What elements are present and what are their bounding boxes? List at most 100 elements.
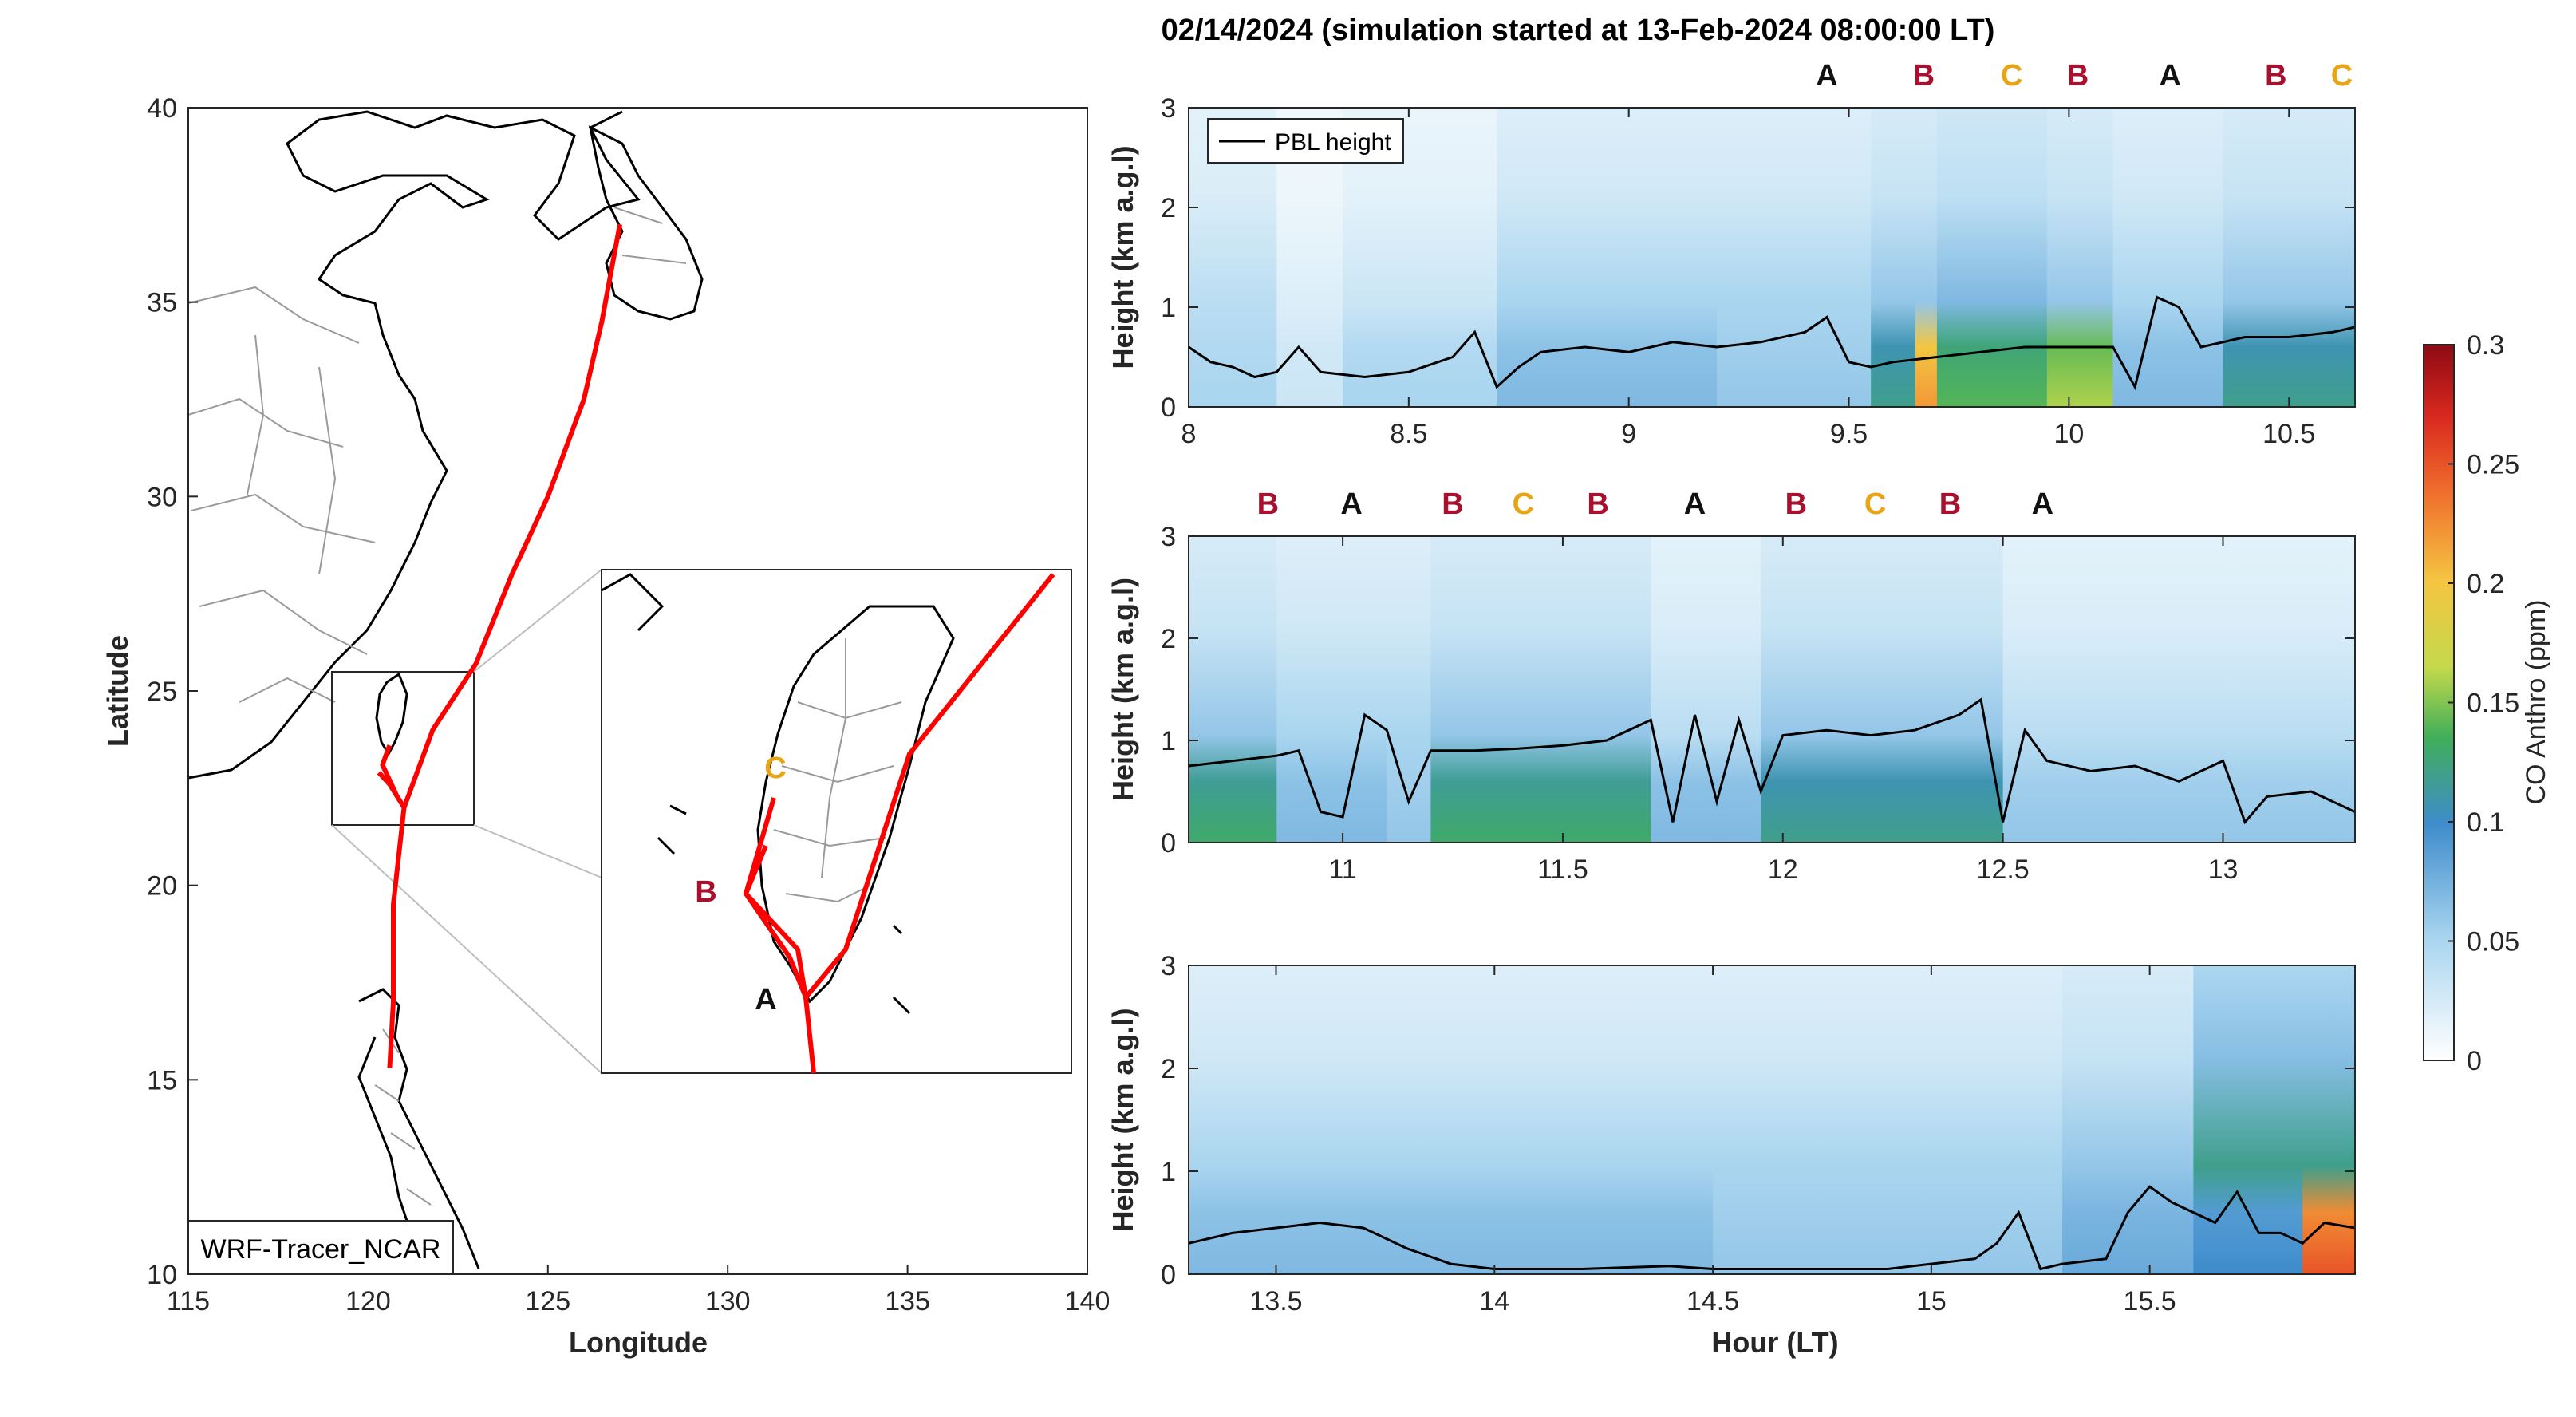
province-borders [187,286,376,703]
co-heatmap-column [1871,108,1916,407]
xtick-label: 14.5 [1686,1286,1739,1316]
panel-ylabel: Height (km a.g.l) [1107,1008,1139,1231]
flight-marker-a: A [1816,59,1837,93]
korea-coastline [588,125,704,321]
ytick-label: 2 [1161,193,1176,223]
flight-marker-b: B [1785,487,1807,521]
xtick-label: 11 [1328,855,1356,885]
flight-marker-a: A [2160,59,2181,93]
colorbar-tick-label: 0.25 [2467,450,2519,480]
map-ytick-label: 30 [147,482,177,512]
map-ytick-label: 35 [147,288,177,318]
pbl-legend: PBL height [1207,118,1404,164]
inset-local-track [743,797,808,999]
inset-frame [601,569,1072,1074]
ytick-label: 1 [1161,726,1176,756]
xtick-label: 8.5 [1390,419,1427,449]
pbl-height-line [1188,697,2356,825]
flight-marker-b: B [1913,59,1935,93]
trajectory-track [387,223,622,1068]
korea-borders [613,207,687,264]
map-ytick-label: 15 [147,1065,177,1095]
colorbar-tick-label: 0.3 [2467,330,2504,361]
ytick-label: 2 [1161,1054,1176,1084]
ytick-label: 1 [1161,1157,1176,1187]
panel-axes-frame [1188,107,2356,408]
xtick-label: 15 [1916,1286,1947,1316]
map-ytick-label: 20 [147,871,177,902]
flight-marker-c: C [1513,487,1534,521]
map-xtick-label: 115 [167,1286,210,1316]
flight-marker-a: A [2032,487,2053,521]
ytick-label: 3 [1161,522,1176,552]
co-heatmap-column [1497,108,1718,407]
co-heatmap-column [1276,536,1388,843]
ytick-label: 3 [1161,951,1176,981]
map-xtick-label: 140 [1065,1286,1110,1316]
panel-axes-frame [1188,535,2356,843]
co-heatmap-column [2193,965,2304,1274]
inset-marker-c: C [764,752,786,785]
china-coastline [187,110,641,780]
ytick-label: 2 [1161,624,1176,654]
map-tick-labels: 115 120 125 130 135 140 10 15 20 25 30 35 40 [147,93,1110,1316]
xtick-label: 8 [1181,419,1197,449]
zoom-connector-right [473,824,602,878]
xtick-label: 11.5 [1537,855,1588,885]
flight-marker-b: B [1442,487,1463,521]
flight-marker-c: C [1864,487,1886,521]
xtick-label: 12.5 [1977,855,2030,885]
model-label-box [187,1220,454,1275]
ytick-label: 0 [1161,828,1176,858]
ytick-label: 0 [1161,393,1176,423]
colorbar-tick-label: 0.15 [2467,689,2519,719]
map-ytick-label: 40 [147,93,177,124]
panel-1: 8 8.5 9 9.5 10 10.5 0 1 2 3 Height (km a.g.l) A B C B A… [1107,59,2356,449]
colorbar-tick-label: 0.1 [2467,807,2504,838]
xtick-label: 9.5 [1830,419,1868,449]
zoom-connector-bottom [331,824,602,1074]
local-flight-track [377,744,407,811]
legend-label: PBL height [1275,129,1391,156]
co-heatmap-column [1189,536,1278,843]
co-heatmap-column [1761,536,2004,843]
panel-ylabel: Height (km a.g.l) [1107,145,1139,369]
map-xlabel: Longitude [569,1326,708,1359]
xtick-label: 13 [2208,855,2239,885]
co-heatmap-column [2223,108,2356,407]
co-heatmap-column [2046,108,2114,407]
flight-marker-a: A [1340,487,1362,521]
inset-marker-a: A [755,983,776,1016]
panel-ylabel: Height (km a.g.l) [1107,578,1139,801]
inset-islands [601,573,911,1015]
map-ytick-label: 10 [147,1260,177,1290]
xtick-label: 10 [2053,419,2084,449]
inset-taiwan-coastline [756,605,955,1004]
flight-marker-b: B [1939,487,1961,521]
map-xtick-label: 135 [885,1286,930,1316]
pbl-height-line [1188,1185,2356,1271]
flight-marker-b: B [2067,59,2089,93]
xtick-label: 9 [1621,419,1636,449]
taiwan-inset: C B A [601,569,1072,1074]
co-heatmap-column [1713,965,2064,1274]
flight-marker-b: B [1257,487,1279,521]
xtick-label: 14 [1479,1286,1509,1316]
flight-marker-a: A [1684,487,1706,521]
chart-title: 02/14/2024 (simulation started at 13-Feb… [1162,14,1995,47]
taiwan-coastline [375,672,408,757]
colorbar-ticks: 0 0.05 0.1 0.15 0.2 0.25 0.3 [2448,330,2519,1076]
colorbar-tick-label: 0 [2467,1046,2482,1076]
xtick-label: 10.5 [2262,419,2315,449]
inset-county-borders [773,638,902,903]
co-heatmap-column [1651,536,1762,843]
map-xtick-label: 130 [705,1286,751,1316]
map-ytick-label: 25 [147,677,177,707]
colorbar-label: CO Anthro (ppm) [2521,600,2551,805]
panel-3: 13.5 14 14.5 15 15.5 0 1 2 3 Height (km a.g.l) [1107,951,2356,1316]
map-xtick-label: 120 [345,1286,391,1316]
co-heatmap-column [1915,108,1938,407]
xtick-label: 15.5 [2124,1286,2176,1316]
